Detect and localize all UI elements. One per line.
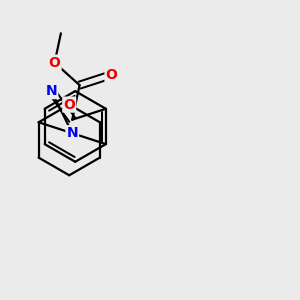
Text: O: O xyxy=(63,98,75,112)
Text: O: O xyxy=(106,68,117,82)
Text: O: O xyxy=(49,56,61,70)
Text: N: N xyxy=(46,84,57,98)
Text: N: N xyxy=(66,126,78,140)
